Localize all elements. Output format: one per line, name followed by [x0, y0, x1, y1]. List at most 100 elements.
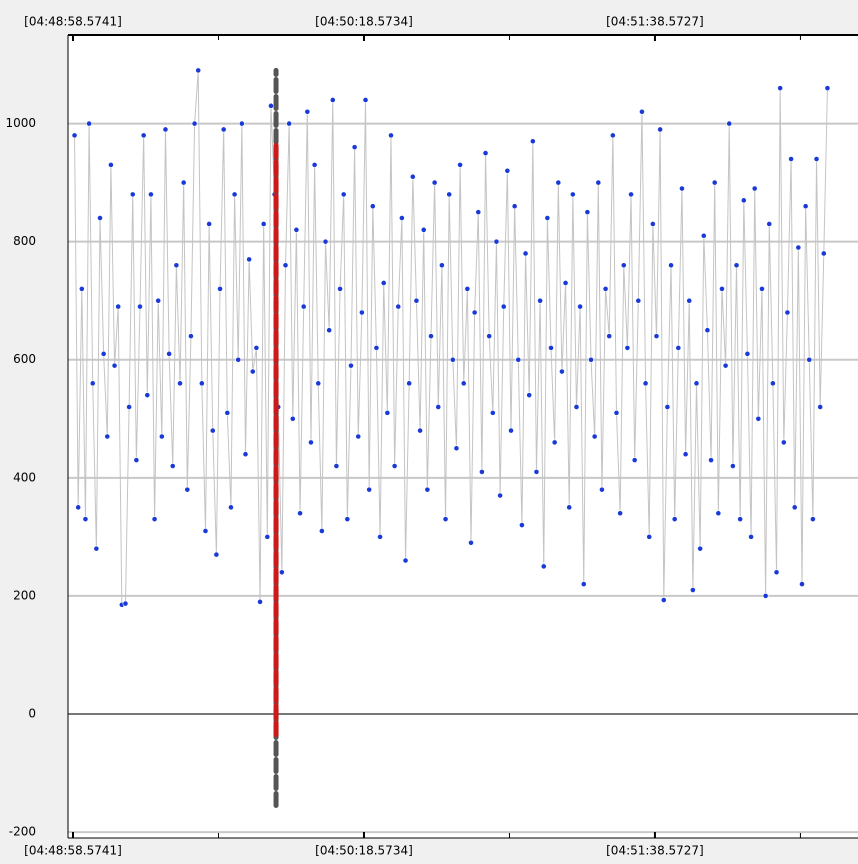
data-point — [475, 209, 482, 216]
data-point — [642, 380, 649, 387]
data-point — [526, 392, 533, 399]
data-point — [795, 244, 802, 251]
data-point — [715, 510, 722, 517]
data-point — [137, 303, 143, 310]
data-point — [337, 285, 343, 292]
data-point — [500, 303, 507, 310]
data-point — [624, 345, 631, 351]
data-point — [439, 262, 445, 269]
data-point — [366, 486, 373, 493]
data-point — [122, 600, 129, 607]
data-point — [464, 285, 471, 292]
data-point — [242, 451, 249, 458]
data-point — [799, 581, 805, 588]
data-point — [286, 120, 293, 127]
data-point — [268, 102, 274, 109]
data-point — [711, 179, 718, 186]
data-point — [86, 120, 92, 127]
data-point — [617, 510, 624, 517]
data-point — [348, 362, 354, 369]
data-point — [435, 404, 442, 410]
data-point — [529, 138, 536, 145]
data-point — [144, 392, 151, 399]
data-point — [206, 221, 213, 227]
data-point — [278, 569, 285, 576]
data-point — [409, 173, 416, 180]
data-point — [686, 297, 693, 304]
data-point — [417, 427, 423, 434]
data-point — [613, 409, 620, 416]
data-point — [697, 545, 704, 552]
data-point — [479, 469, 485, 475]
data-point — [300, 303, 307, 310]
data-point — [482, 150, 489, 156]
data-point — [533, 469, 540, 475]
data-point — [468, 539, 474, 546]
data-point — [584, 209, 591, 216]
data-point — [555, 179, 562, 186]
data-point — [751, 185, 758, 192]
data-point — [511, 203, 518, 210]
data-point — [486, 333, 493, 340]
data-point — [188, 333, 194, 340]
data-point — [493, 238, 500, 245]
data-point — [260, 221, 267, 227]
data-point — [355, 433, 362, 440]
data-point — [148, 191, 154, 198]
data-point — [326, 327, 333, 334]
data-point — [351, 144, 358, 151]
y-tick-label: 200 — [13, 588, 36, 602]
data-point — [631, 457, 638, 464]
data-point — [769, 380, 776, 387]
data-point — [402, 557, 409, 564]
data-point — [788, 156, 794, 162]
data-point — [133, 457, 140, 464]
data-point — [246, 256, 253, 263]
data-point — [806, 356, 813, 363]
data-point — [257, 598, 263, 605]
data-point — [100, 350, 107, 357]
data-point — [191, 120, 198, 127]
data-point — [755, 415, 762, 422]
data-point — [740, 197, 747, 204]
data-point — [704, 327, 711, 334]
data-point — [504, 167, 511, 174]
data-point — [708, 457, 714, 464]
data-point — [82, 516, 89, 523]
data-line — [74, 70, 828, 606]
data-point — [606, 333, 613, 340]
data-point — [398, 215, 405, 221]
data-point — [446, 191, 453, 198]
data-point — [249, 368, 256, 375]
data-point — [566, 504, 573, 511]
data-point — [497, 492, 503, 499]
data-point — [395, 303, 402, 310]
data-point — [329, 97, 336, 103]
data-point — [802, 203, 809, 210]
data-point — [773, 569, 780, 576]
data-point — [391, 463, 398, 469]
data-point — [220, 126, 227, 133]
data-point — [733, 262, 740, 269]
y-tick-label: 600 — [13, 352, 36, 366]
data-point — [569, 191, 576, 198]
data-point — [635, 297, 642, 304]
data-point — [151, 516, 158, 523]
data-point — [158, 433, 165, 440]
data-point — [559, 368, 565, 375]
data-point — [777, 85, 784, 92]
data-point — [595, 179, 602, 186]
data-point — [89, 380, 96, 387]
data-point — [675, 345, 682, 351]
data-point — [155, 297, 162, 304]
data-point — [817, 404, 824, 410]
data-point — [689, 587, 696, 593]
data-point — [780, 439, 787, 446]
data-point — [111, 362, 118, 369]
data-point — [540, 563, 547, 570]
data-point — [318, 528, 325, 534]
data-point — [388, 132, 394, 139]
data-point — [362, 97, 369, 103]
data-point — [209, 427, 216, 434]
